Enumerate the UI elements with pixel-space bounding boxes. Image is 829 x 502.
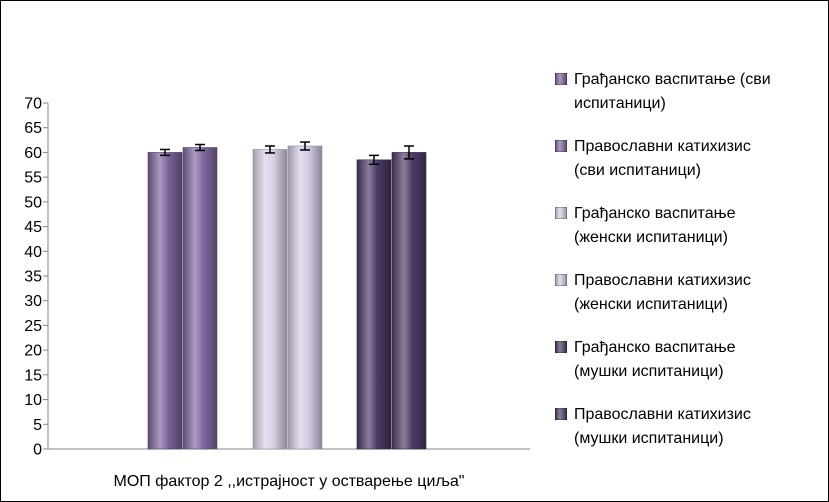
- legend-item: Православни катихизис (мушки испитаници): [555, 403, 825, 451]
- y-tick-label: 55: [24, 170, 42, 187]
- y-tick-label: 60: [24, 145, 42, 162]
- x-axis-label: МОП фактор 2 ,,истрајност у остварење ци…: [114, 473, 465, 490]
- bar: [182, 147, 218, 450]
- legend-item: Православни катихизис (сви испитаници): [555, 135, 825, 183]
- legend-label: Грађанско васпитање (женски испитаници): [574, 205, 736, 246]
- legend-swatch: [555, 408, 567, 420]
- y-tick-label: 30: [24, 293, 42, 310]
- legend-label: Православни катихизис (мушки испитаници): [574, 406, 751, 447]
- bar: [147, 152, 183, 450]
- legend-item: Православни катихизис (женски испитаници…: [555, 269, 825, 317]
- bar: [287, 145, 323, 450]
- y-tick-label: 25: [24, 318, 42, 335]
- legend-label: Православни катихизис (женски испитаници…: [574, 272, 751, 313]
- legend-swatch: [555, 73, 567, 85]
- bar: [252, 149, 288, 450]
- y-tick-label: 40: [24, 244, 42, 261]
- y-tick-label: 70: [24, 96, 42, 113]
- legend-swatch: [555, 341, 567, 353]
- y-tick-label: 15: [24, 367, 42, 384]
- legend: Грађанско васпитање (сви испитаници) Пра…: [555, 68, 825, 470]
- legend-label: Грађанско васпитање (сви испитаници): [574, 71, 771, 112]
- y-tick-label: 35: [24, 269, 42, 286]
- y-tick-label: 65: [24, 120, 42, 137]
- bar: [391, 152, 427, 450]
- legend-item: Грађанско васпитање (женски испитаници): [555, 202, 825, 250]
- legend-swatch: [555, 140, 567, 152]
- legend-label: Православни катихизис (сви испитаници): [574, 138, 751, 179]
- y-tick-label: 45: [24, 219, 42, 236]
- legend-swatch: [555, 207, 567, 219]
- y-tick-label: 10: [24, 392, 42, 409]
- y-tick-label: 50: [24, 194, 42, 211]
- legend-swatch: [555, 274, 567, 286]
- bar: [356, 159, 392, 450]
- y-tick-label: 0: [33, 442, 42, 459]
- y-tick-label: 5: [33, 417, 42, 434]
- legend-item: Грађанско васпитање (сви испитаници): [555, 68, 825, 116]
- y-tick-label: 20: [24, 343, 42, 360]
- legend-item: Грађанско васпитање (мушки испитаници): [555, 336, 825, 384]
- legend-label: Грађанско васпитање (мушки испитаници): [574, 339, 736, 380]
